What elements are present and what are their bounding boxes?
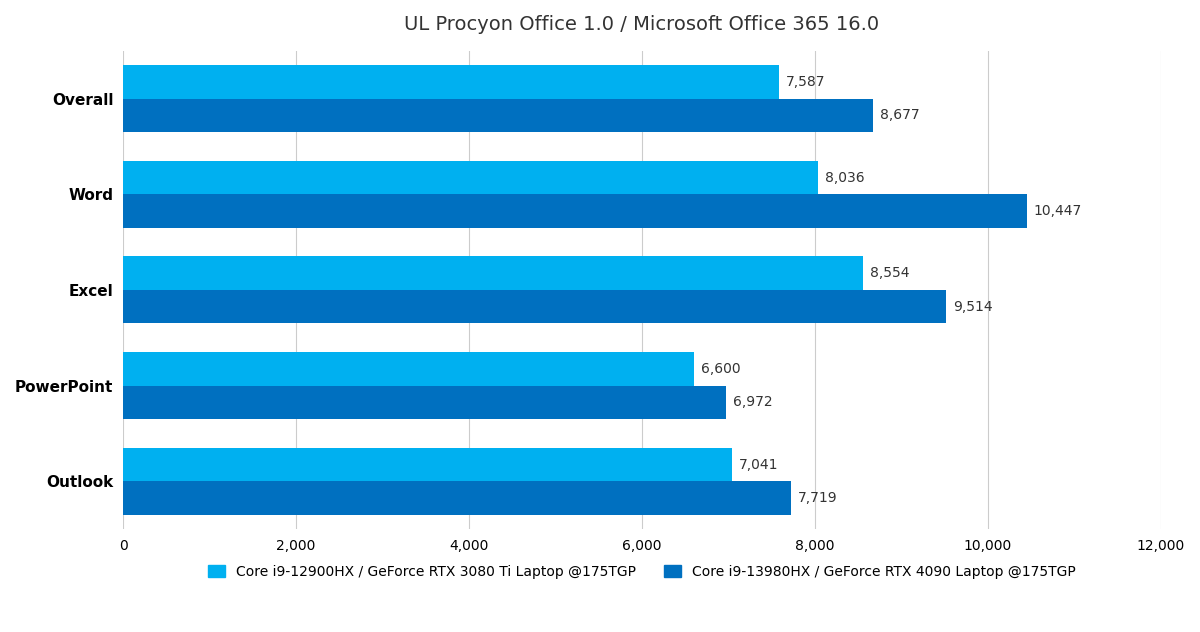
Text: 8,036: 8,036: [824, 171, 865, 185]
Bar: [124, 257, 863, 290]
Text: 8,554: 8,554: [870, 266, 910, 280]
Text: 7,719: 7,719: [798, 491, 838, 505]
Bar: [124, 194, 1026, 228]
Bar: [124, 161, 818, 194]
Bar: [124, 448, 732, 481]
Bar: [124, 99, 874, 132]
Bar: [124, 290, 946, 324]
Text: 6,972: 6,972: [733, 396, 773, 410]
Bar: [124, 386, 726, 419]
Text: 6,600: 6,600: [701, 362, 740, 376]
Text: 8,677: 8,677: [881, 109, 920, 123]
Text: 9,514: 9,514: [953, 300, 992, 313]
Legend: Core i9-12900HX / GeForce RTX 3080 Ti Laptop @175TGP, Core i9-13980HX / GeForce : Core i9-12900HX / GeForce RTX 3080 Ti La…: [203, 559, 1081, 585]
Title: UL Procyon Office 1.0 / Microsoft Office 365 16.0: UL Procyon Office 1.0 / Microsoft Office…: [404, 15, 880, 34]
Bar: [124, 65, 779, 99]
Bar: [124, 481, 791, 514]
Text: 7,587: 7,587: [786, 75, 826, 89]
Text: 10,447: 10,447: [1033, 204, 1081, 218]
Bar: [124, 352, 694, 386]
Text: 7,041: 7,041: [739, 458, 779, 471]
